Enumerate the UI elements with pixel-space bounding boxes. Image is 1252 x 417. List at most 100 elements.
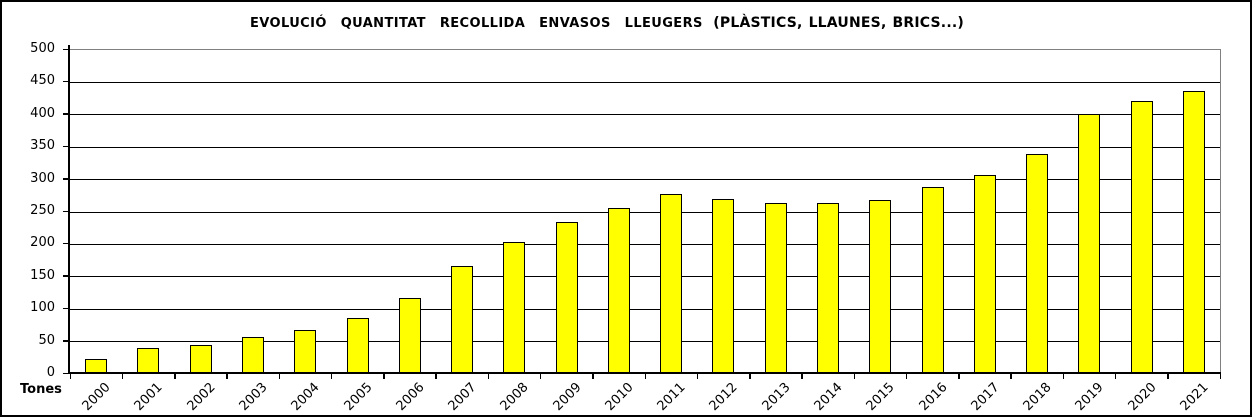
- y-axis-label-0: 0: [46, 365, 55, 380]
- gridline-400: [70, 114, 1220, 116]
- x-axis-label-2008: 2008: [497, 380, 532, 415]
- y-axis-label-500: 500: [30, 41, 55, 56]
- y-axis-label-200: 200: [30, 235, 55, 251]
- bar-2012: [712, 199, 735, 374]
- y-axis-tick-400: [63, 113, 69, 115]
- x-axis-tick-15: [853, 374, 856, 379]
- x-axis-tick-16: [905, 374, 908, 379]
- gridline-200: [70, 243, 1220, 245]
- units-label: Tones: [20, 382, 62, 397]
- x-axis-tick-18: [1010, 374, 1012, 379]
- plot-area: [70, 49, 1221, 374]
- bar-2005: [346, 317, 369, 374]
- x-axis-label-2002: 2002: [184, 380, 219, 415]
- bar-2001: [137, 348, 160, 374]
- y-axis-label-450: 450: [30, 73, 55, 89]
- x-axis-label-2013: 2013: [759, 380, 794, 415]
- y-axis-tick-150: [63, 275, 69, 277]
- bar-2004: [294, 329, 317, 374]
- bar-2017: [973, 175, 996, 374]
- x-axis-label-2016: 2016: [916, 380, 951, 415]
- x-axis-label-2015: 2015: [863, 380, 898, 415]
- x-axis-label-2021: 2021: [1177, 380, 1212, 415]
- bar-2018: [1026, 153, 1049, 374]
- x-axis-tick-8: [487, 374, 490, 379]
- x-axis-tick-14: [801, 374, 803, 379]
- gridline-250: [70, 211, 1220, 213]
- bar-2013: [764, 202, 787, 374]
- y-axis-label-350: 350: [30, 138, 55, 154]
- x-axis-label-2011: 2011: [654, 380, 689, 415]
- x-axis-tick-17: [958, 374, 960, 379]
- y-axis-tick-450: [63, 80, 69, 83]
- x-axis-label-2006: 2006: [393, 380, 428, 415]
- bar-2000: [85, 359, 108, 374]
- x-axis-tick-7: [435, 374, 437, 379]
- x-axis-label-2009: 2009: [550, 380, 585, 415]
- bar-2003: [241, 337, 264, 374]
- x-axis-tick-10: [592, 374, 594, 379]
- x-axis-line: [69, 372, 1221, 374]
- x-axis-tick-5: [330, 374, 333, 379]
- y-axis-tick-50: [63, 340, 69, 342]
- y-axis-tick-300: [63, 178, 69, 180]
- x-axis-label-2019: 2019: [1072, 380, 1107, 415]
- bar-2020: [1130, 100, 1153, 374]
- bar-2014: [816, 202, 839, 374]
- y-axis-label-300: 300: [30, 170, 55, 186]
- bar-2008: [503, 241, 526, 374]
- y-axis-label-150: 150: [30, 267, 55, 283]
- x-axis-tick-11: [644, 374, 646, 379]
- x-axis-tick-9: [539, 374, 542, 379]
- x-axis-label-2018: 2018: [1020, 380, 1055, 415]
- x-axis-label-2014: 2014: [811, 380, 846, 415]
- y-axis-label-50: 50: [38, 332, 55, 348]
- x-axis-tick-6: [383, 374, 385, 379]
- x-axis-label-2003: 2003: [236, 380, 271, 415]
- y-axis-label-100: 100: [30, 300, 55, 316]
- x-axis-tick-12: [696, 374, 699, 379]
- y-axis-tick-200: [63, 242, 69, 245]
- x-axis-label-2007: 2007: [445, 380, 480, 415]
- y-axis-line: [68, 45, 70, 373]
- x-axis-label-2000: 2000: [79, 380, 114, 415]
- x-axis-label-2005: 2005: [341, 380, 376, 415]
- x-axis-tick-20: [1114, 374, 1117, 379]
- bar-2016: [921, 187, 944, 374]
- bar-2009: [555, 221, 578, 374]
- x-axis-tick-4: [278, 374, 281, 379]
- x-axis-tick-0: [69, 374, 71, 379]
- x-axis-label-2004: 2004: [288, 380, 323, 415]
- x-axis-tick-1: [121, 374, 124, 379]
- chart-title-parenthetical: (PLÀSTICS, LLAUNES, BRICS...): [713, 15, 964, 31]
- gridline-100: [70, 308, 1220, 310]
- y-axis-tick-350: [63, 145, 69, 148]
- bar-2002: [189, 344, 212, 374]
- bar-2007: [451, 266, 474, 374]
- chart-title: EVOLUCIÓ QUANTITAT RECOLLIDA ENVASOS LLE…: [2, 15, 1212, 31]
- bar-2019: [1078, 114, 1101, 374]
- gridline-150: [70, 276, 1220, 278]
- gridline-50: [70, 341, 1220, 343]
- bar-2006: [398, 298, 421, 374]
- x-axis-tick-21: [1167, 374, 1169, 379]
- bar-2010: [607, 208, 630, 374]
- gridline-300: [70, 179, 1220, 181]
- x-axis-label-2017: 2017: [968, 380, 1003, 415]
- x-axis-tick-13: [749, 374, 751, 379]
- y-axis-tick-100: [63, 307, 69, 310]
- y-axis-tick-500: [63, 48, 69, 50]
- gridline-350: [70, 146, 1220, 148]
- x-axis-label-2020: 2020: [1125, 380, 1160, 415]
- x-axis-label-2001: 2001: [132, 380, 167, 415]
- y-axis-label-400: 400: [30, 105, 55, 121]
- bar-2015: [869, 200, 892, 374]
- bar-2011: [660, 193, 683, 374]
- x-axis-label-2012: 2012: [707, 380, 742, 415]
- x-axis-tick-22: [1219, 374, 1221, 379]
- y-axis-tick-250: [63, 210, 69, 212]
- x-axis-tick-19: [1062, 374, 1065, 379]
- x-axis-tick-3: [226, 374, 228, 379]
- x-axis-label-2010: 2010: [602, 380, 637, 415]
